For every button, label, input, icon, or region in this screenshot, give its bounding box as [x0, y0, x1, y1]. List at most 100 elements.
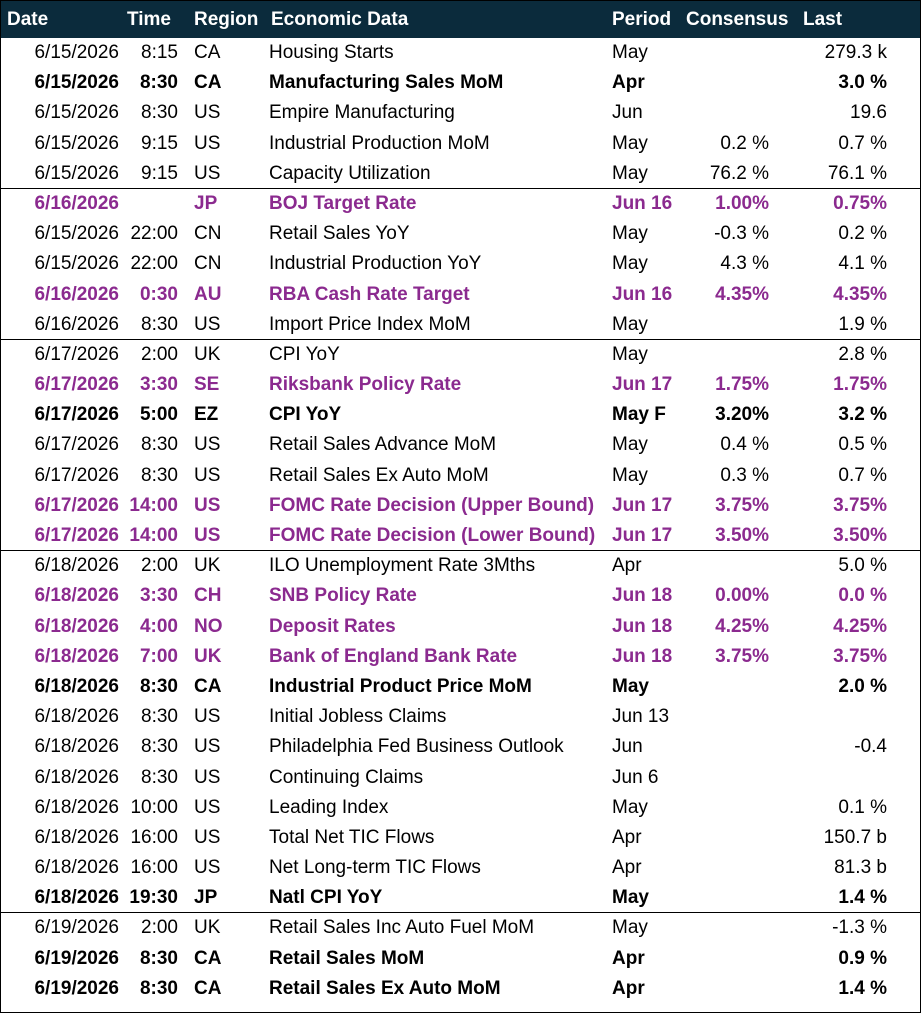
cell-last: 0.9 %	[838, 947, 887, 969]
table-row: 6/18/2026 4:00 NO Deposit Rates Jun 18 4.25% 4…	[1, 612, 920, 642]
table-row: 6/18/2026 2:00 UK ILO Unemployment Rate 3Mt…	[1, 551, 920, 581]
cell-last: 3.2 %	[838, 404, 887, 426]
cell-consensus: 3.50%	[715, 525, 769, 546]
cell-economic-data: Industrial Production YoY	[269, 253, 482, 275]
cell-period: Jun 6	[612, 766, 659, 788]
cell-region: CA	[194, 675, 222, 697]
cell-time: 3:30	[139, 374, 178, 396]
table-row: 6/19/2026 8:30 CA Retail Sales MoM Apr 0.9 %	[1, 944, 920, 974]
cell-economic-data: Retail Sales Inc Auto Fuel MoM	[269, 917, 535, 939]
cell-period: Apr	[612, 72, 645, 94]
cell-date: 6/18/2026	[34, 675, 119, 697]
cell-date: 6/18/2026	[34, 706, 119, 728]
cell-date: 6/17/2026	[34, 494, 119, 516]
cell-consensus: 0.00%	[715, 585, 769, 607]
cell-period: May	[612, 464, 648, 486]
cell-time: 16:00	[130, 826, 178, 848]
header-last: Last	[803, 9, 843, 30]
cell-region: US	[194, 313, 221, 335]
cell-consensus: 0.4 %	[720, 434, 769, 456]
cell-time: 2:00	[141, 917, 178, 939]
cell-economic-data: BOJ Target Rate	[269, 192, 417, 214]
cell-date: 6/16/2026	[34, 192, 119, 214]
table-row: 6/15/2026 9:15 US Capacity Utilization May 76…	[1, 159, 920, 189]
cell-economic-data: Capacity Utilization	[269, 162, 431, 184]
table-row: 6/17/2026 14:00 US FOMC Rate Decision (Uppe…	[1, 491, 920, 521]
cell-region: CA	[194, 72, 222, 94]
cell-region: US	[194, 826, 221, 848]
table-row: 6/18/2026 16:00 US Total Net TIC Flows Apr 15…	[1, 823, 920, 853]
cell-economic-data: Total Net TIC Flows	[269, 826, 435, 848]
cell-economic-data: Net Long-term TIC Flows	[269, 857, 481, 879]
cell-consensus: 1.00%	[715, 192, 769, 214]
cell-date: 6/16/2026	[34, 283, 119, 305]
cell-economic-data: Import Price Index MoM	[269, 313, 471, 335]
cell-economic-data: RBA Cash Rate Target	[269, 283, 470, 305]
cell-economic-data: Retail Sales YoY	[269, 223, 410, 245]
table-row: 6/16/2026 JP BOJ Target Rate Jun 16 1.00% 0.7…	[1, 189, 920, 219]
cell-date: 6/18/2026	[34, 585, 119, 607]
cell-period: Jun 18	[612, 615, 673, 637]
cell-last: 0.7 %	[838, 464, 887, 486]
header-economic-data: Economic Data	[271, 9, 409, 30]
cell-region: CA	[194, 977, 222, 999]
cell-economic-data: Retail Sales MoM	[269, 947, 425, 969]
cell-date: 6/15/2026	[34, 42, 119, 63]
cell-period: Jun 17	[612, 494, 673, 516]
cell-time: 16:00	[130, 857, 178, 879]
cell-period: May	[612, 132, 648, 154]
cell-last: -0.4	[854, 736, 887, 758]
cell-region: UK	[194, 645, 222, 667]
cell-time: 22:00	[130, 253, 178, 275]
cell-period: May	[612, 223, 648, 245]
cell-region: CN	[194, 223, 222, 245]
cell-economic-data: Philadelphia Fed Business Outlook	[269, 736, 564, 758]
cell-time: 8:30	[139, 947, 178, 969]
cell-time: 9:15	[141, 162, 178, 184]
cell-period: Apr	[612, 826, 642, 848]
cell-consensus: 4.3 %	[720, 253, 769, 275]
cell-period: Jun 13	[612, 706, 670, 728]
cell-date: 6/19/2026	[34, 917, 119, 939]
cell-region: UK	[194, 343, 221, 365]
cell-date: 6/15/2026	[34, 223, 119, 245]
cell-region: US	[194, 736, 221, 758]
cell-last: 19.6	[850, 102, 887, 124]
table-row: 6/15/2026 8:30 CA Manufacturing Sales MoM Ap…	[1, 68, 920, 98]
cell-period: May	[612, 675, 649, 697]
cell-consensus: -0.3 %	[714, 223, 769, 245]
cell-economic-data: Natl CPI YoY	[269, 887, 383, 909]
cell-last: 2.8 %	[838, 343, 887, 365]
table-row: 6/18/2026 16:00 US Net Long-term TIC Flows A…	[1, 853, 920, 883]
cell-consensus: 4.35%	[715, 283, 769, 305]
cell-region: CA	[194, 42, 221, 63]
cell-last: 5.0 %	[838, 555, 887, 577]
cell-period: Apr	[612, 977, 645, 999]
cell-economic-data: CPI YoY	[269, 343, 340, 365]
cell-last: 3.0 %	[838, 72, 887, 94]
cell-last: 1.75%	[833, 374, 887, 396]
cell-period: May	[612, 162, 648, 184]
cell-date: 6/17/2026	[34, 525, 119, 546]
cell-period: Jun 16	[612, 192, 673, 214]
table-row: 6/18/2026 7:00 UK Bank of England Bank Rate…	[1, 642, 920, 672]
cell-time: 8:30	[141, 766, 178, 788]
table-row: 6/18/2026 10:00 US Leading Index May 0.1 %	[1, 793, 920, 823]
cell-region: CH	[194, 585, 222, 607]
cell-region: US	[194, 132, 221, 154]
table-row: 6/16/2026 0:30 AU RBA Cash Rate Target Jun 1…	[1, 280, 920, 310]
cell-period: May	[612, 434, 648, 456]
cell-period: May	[612, 796, 648, 818]
cell-last: 3.50%	[833, 525, 887, 546]
cell-time: 8:30	[141, 706, 178, 728]
cell-time: 8:30	[139, 977, 178, 999]
cell-economic-data: Retail Sales Ex Auto MoM	[269, 464, 489, 486]
cell-date: 6/17/2026	[34, 464, 119, 486]
cell-region: US	[194, 494, 221, 516]
table-row: 6/18/2026 8:30 US Initial Jobless Claims Jun…	[1, 702, 920, 732]
cell-economic-data: Riksbank Policy Rate	[269, 374, 462, 396]
cell-date: 6/18/2026	[34, 555, 119, 577]
cell-last: 81.3 b	[834, 857, 887, 879]
cell-region: US	[194, 464, 221, 486]
cell-economic-data: FOMC Rate Decision (Upper Bound)	[269, 494, 595, 516]
